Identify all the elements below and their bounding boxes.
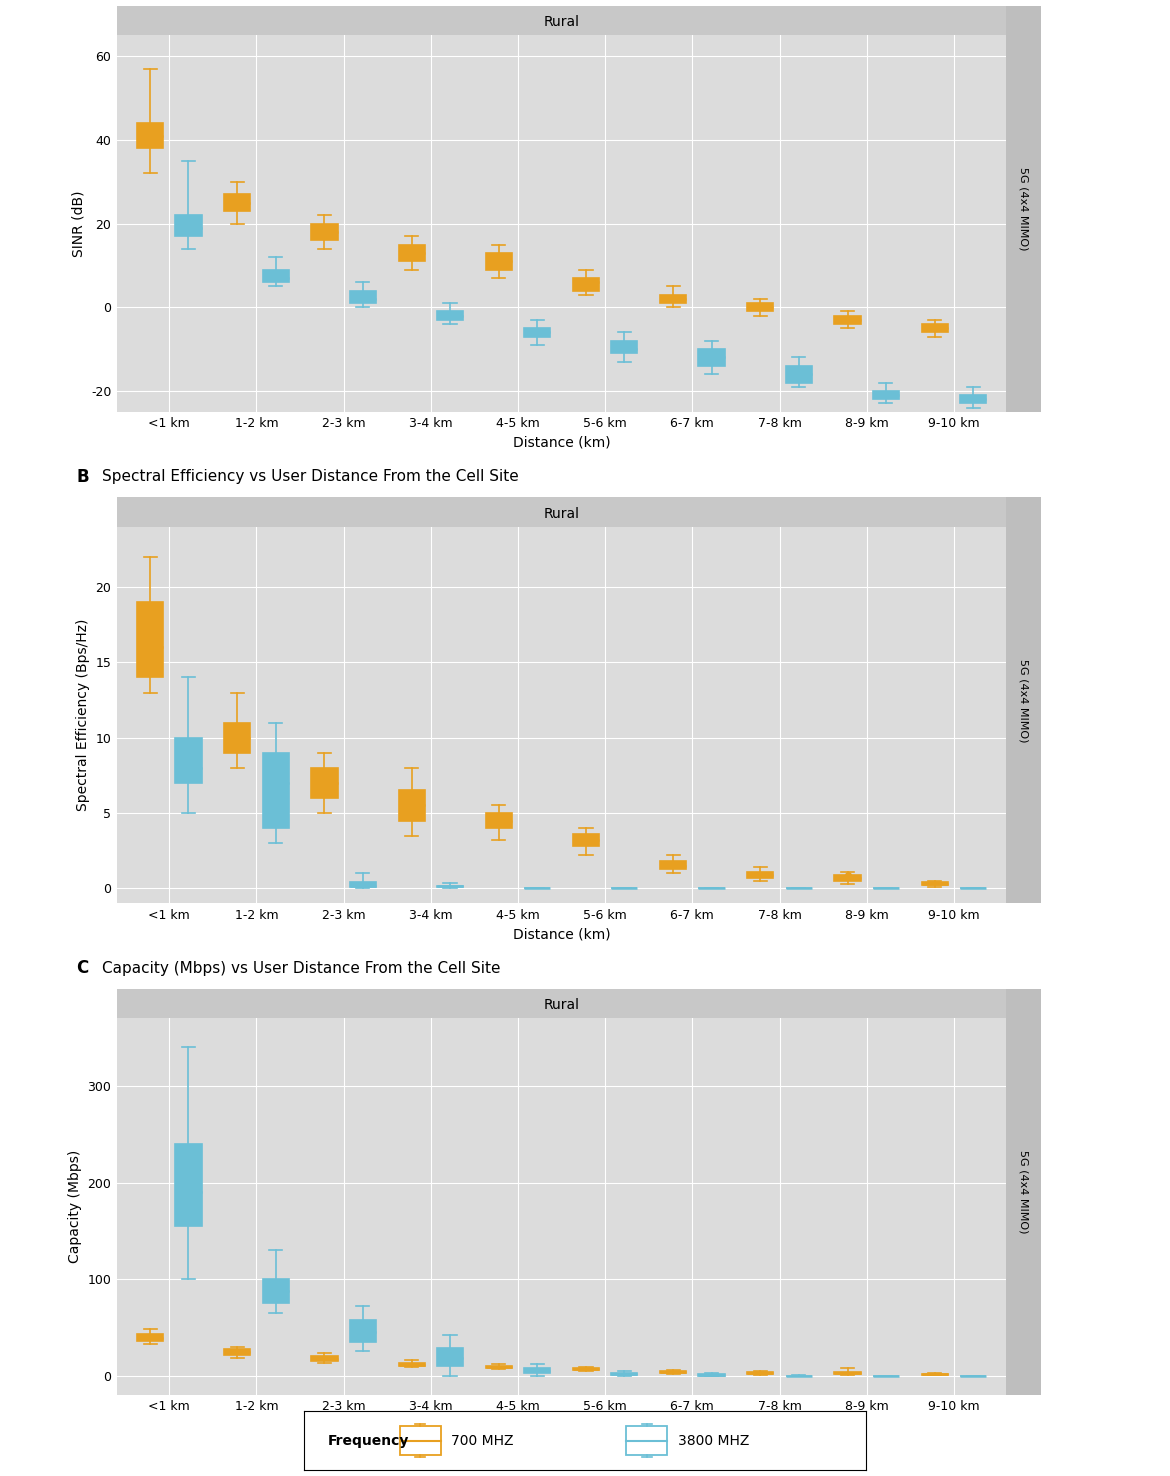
PathPatch shape <box>399 245 425 261</box>
Text: Rural: Rural <box>544 998 579 1013</box>
Text: Frequency: Frequency <box>328 1433 410 1448</box>
PathPatch shape <box>436 311 463 320</box>
PathPatch shape <box>486 252 512 270</box>
PathPatch shape <box>660 861 687 869</box>
PathPatch shape <box>311 223 338 241</box>
Text: 3800 MHZ: 3800 MHZ <box>677 1433 749 1448</box>
PathPatch shape <box>961 396 986 403</box>
PathPatch shape <box>399 791 425 821</box>
PathPatch shape <box>660 295 687 303</box>
PathPatch shape <box>350 291 376 303</box>
PathPatch shape <box>748 872 773 878</box>
PathPatch shape <box>311 768 338 799</box>
Text: Rural: Rural <box>544 15 579 30</box>
Text: B: B <box>76 468 89 486</box>
PathPatch shape <box>225 723 250 753</box>
Text: Spectral Efficiency vs User Distance From the Cell Site: Spectral Efficiency vs User Distance Fro… <box>102 469 518 484</box>
PathPatch shape <box>350 883 376 887</box>
PathPatch shape <box>524 1368 550 1373</box>
PathPatch shape <box>225 1349 250 1355</box>
PathPatch shape <box>524 328 550 337</box>
PathPatch shape <box>611 1373 638 1374</box>
PathPatch shape <box>785 366 812 382</box>
PathPatch shape <box>262 1280 289 1303</box>
PathPatch shape <box>311 1356 338 1361</box>
PathPatch shape <box>262 753 289 828</box>
PathPatch shape <box>698 348 724 366</box>
PathPatch shape <box>922 325 948 332</box>
PathPatch shape <box>922 883 948 886</box>
PathPatch shape <box>176 1144 201 1227</box>
Text: Capacity (Mbps) vs User Distance From the Cell Site: Capacity (Mbps) vs User Distance From th… <box>102 961 501 976</box>
PathPatch shape <box>137 124 163 148</box>
PathPatch shape <box>262 270 289 282</box>
PathPatch shape <box>399 1362 425 1365</box>
Text: 700 MHZ: 700 MHZ <box>452 1433 514 1448</box>
PathPatch shape <box>486 813 512 828</box>
Y-axis label: Spectral Efficiency (Bps/Hz): Spectral Efficiency (Bps/Hz) <box>76 618 90 812</box>
X-axis label: Distance (km): Distance (km) <box>512 1418 611 1433</box>
X-axis label: Distance (km): Distance (km) <box>512 927 611 942</box>
PathPatch shape <box>176 738 201 782</box>
PathPatch shape <box>436 1349 463 1365</box>
PathPatch shape <box>611 341 638 353</box>
PathPatch shape <box>748 1371 773 1374</box>
PathPatch shape <box>660 1371 687 1373</box>
PathPatch shape <box>834 316 861 325</box>
PathPatch shape <box>834 875 861 881</box>
Y-axis label: Capacity (Mbps): Capacity (Mbps) <box>68 1150 82 1263</box>
PathPatch shape <box>486 1365 512 1368</box>
Text: 5G (4x4 MIMO): 5G (4x4 MIMO) <box>1019 658 1028 742</box>
Bar <box>626 1426 667 1455</box>
X-axis label: Distance (km): Distance (km) <box>512 435 611 450</box>
PathPatch shape <box>176 215 201 236</box>
PathPatch shape <box>698 1374 724 1376</box>
PathPatch shape <box>137 602 163 677</box>
Text: 5G (4x4 MIMO): 5G (4x4 MIMO) <box>1019 1150 1028 1234</box>
Y-axis label: SINR (dB): SINR (dB) <box>71 190 85 257</box>
PathPatch shape <box>137 1334 163 1340</box>
Text: Rural: Rural <box>544 506 579 521</box>
PathPatch shape <box>225 195 250 211</box>
PathPatch shape <box>573 1368 599 1370</box>
PathPatch shape <box>573 834 599 846</box>
Text: C: C <box>76 959 88 977</box>
PathPatch shape <box>748 303 773 311</box>
PathPatch shape <box>873 391 899 399</box>
Bar <box>400 1426 441 1455</box>
PathPatch shape <box>350 1320 376 1342</box>
PathPatch shape <box>573 277 599 291</box>
Text: 5G (4x4 MIMO): 5G (4x4 MIMO) <box>1019 167 1028 251</box>
PathPatch shape <box>834 1371 861 1374</box>
